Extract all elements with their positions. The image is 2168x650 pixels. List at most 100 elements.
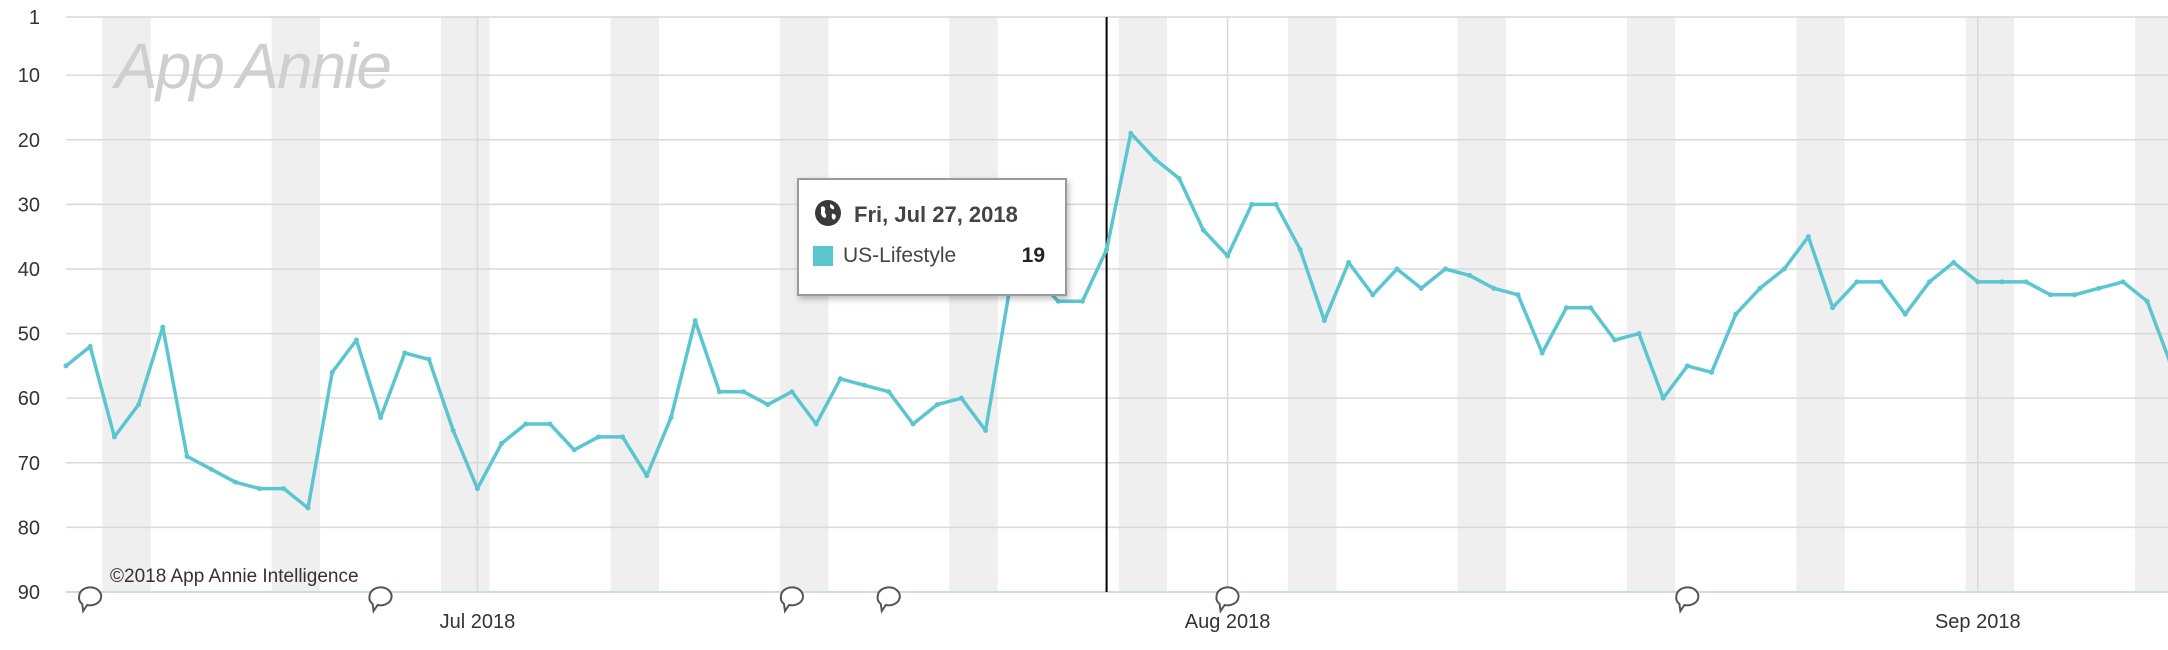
data-point[interactable] bbox=[1539, 350, 1545, 356]
data-point[interactable] bbox=[620, 434, 626, 440]
data-point[interactable] bbox=[1709, 369, 1715, 375]
data-point[interactable] bbox=[644, 473, 650, 479]
copyright-text: ©2018 App Annie Intelligence bbox=[110, 566, 359, 587]
data-point[interactable] bbox=[1975, 279, 1981, 285]
weekend-band bbox=[610, 17, 659, 592]
data-point[interactable] bbox=[2047, 292, 2053, 298]
series-us-lifestyle[interactable] bbox=[63, 130, 2168, 511]
data-point[interactable] bbox=[837, 376, 843, 382]
data-point[interactable] bbox=[886, 389, 892, 395]
data-point[interactable] bbox=[232, 479, 238, 485]
data-point[interactable] bbox=[1757, 285, 1763, 291]
data-point[interactable] bbox=[1805, 234, 1811, 240]
data-point[interactable] bbox=[1297, 247, 1303, 253]
speech-bubble-icon[interactable] bbox=[1675, 586, 1700, 614]
data-point[interactable] bbox=[378, 415, 384, 421]
data-point[interactable] bbox=[1902, 311, 1908, 317]
data-point[interactable] bbox=[1442, 266, 1448, 272]
data-point[interactable] bbox=[1926, 279, 1932, 285]
data-tooltip: Fri, Jul 27, 2018 US-Lifestyle 19 bbox=[797, 178, 1067, 296]
data-point[interactable] bbox=[402, 350, 408, 356]
data-point[interactable] bbox=[1612, 337, 1618, 343]
speech-bubble-icon[interactable] bbox=[876, 586, 901, 614]
data-point[interactable] bbox=[160, 324, 166, 330]
data-point[interactable] bbox=[474, 486, 480, 492]
speech-bubble-icon[interactable] bbox=[78, 586, 103, 614]
data-point[interactable] bbox=[1999, 279, 2005, 285]
data-point[interactable] bbox=[958, 395, 964, 401]
data-point[interactable] bbox=[1684, 363, 1690, 369]
data-point[interactable] bbox=[983, 427, 989, 433]
data-point[interactable] bbox=[547, 421, 553, 427]
data-point[interactable] bbox=[281, 486, 287, 492]
data-point[interactable] bbox=[2120, 279, 2126, 285]
data-point[interactable] bbox=[1176, 176, 1182, 182]
data-point[interactable] bbox=[862, 382, 868, 388]
data-point[interactable] bbox=[1394, 266, 1400, 272]
data-point[interactable] bbox=[1321, 318, 1327, 324]
data-point[interactable] bbox=[305, 505, 311, 511]
data-point[interactable] bbox=[257, 486, 263, 492]
data-point[interactable] bbox=[1418, 285, 1424, 291]
data-point[interactable] bbox=[450, 427, 456, 433]
data-point[interactable] bbox=[1491, 285, 1497, 291]
data-point[interactable] bbox=[2144, 298, 2150, 304]
data-point[interactable] bbox=[1781, 266, 1787, 272]
data-point[interactable] bbox=[741, 389, 747, 395]
data-point[interactable] bbox=[934, 402, 940, 408]
data-point[interactable] bbox=[523, 421, 529, 427]
data-point[interactable] bbox=[1636, 331, 1642, 337]
y-tick-label: 90 bbox=[18, 582, 40, 604]
data-point[interactable] bbox=[1128, 130, 1134, 136]
data-point[interactable] bbox=[184, 453, 190, 459]
data-point[interactable] bbox=[692, 318, 698, 324]
data-point[interactable] bbox=[1079, 298, 1085, 304]
data-point[interactable] bbox=[353, 337, 359, 343]
data-point[interactable] bbox=[1878, 279, 1884, 285]
data-point[interactable] bbox=[1370, 292, 1376, 298]
data-point[interactable] bbox=[2023, 279, 2029, 285]
data-point[interactable] bbox=[1249, 201, 1255, 207]
app-annie-watermark: App Annie bbox=[111, 30, 390, 102]
data-point[interactable] bbox=[1273, 201, 1279, 207]
data-point[interactable] bbox=[208, 466, 214, 472]
series-line[interactable] bbox=[64, 131, 2168, 510]
data-point[interactable] bbox=[910, 421, 916, 427]
data-point[interactable] bbox=[329, 369, 335, 375]
data-point[interactable] bbox=[2096, 285, 2102, 291]
data-point[interactable] bbox=[1660, 395, 1666, 401]
data-point[interactable] bbox=[87, 343, 93, 349]
data-point[interactable] bbox=[1588, 305, 1594, 311]
data-point[interactable] bbox=[1104, 247, 1110, 253]
speech-bubble-icon[interactable] bbox=[1215, 586, 1240, 614]
data-point[interactable] bbox=[1563, 305, 1569, 311]
data-point[interactable] bbox=[1225, 253, 1231, 259]
data-point[interactable] bbox=[1951, 260, 1957, 266]
y-tick-label: 30 bbox=[18, 194, 40, 216]
data-point[interactable] bbox=[1467, 272, 1473, 278]
data-point[interactable] bbox=[426, 356, 432, 362]
data-point[interactable] bbox=[1854, 279, 1860, 285]
data-point[interactable] bbox=[668, 415, 674, 421]
data-point[interactable] bbox=[789, 389, 795, 395]
data-point[interactable] bbox=[63, 363, 69, 369]
data-point[interactable] bbox=[1515, 292, 1521, 298]
data-point[interactable] bbox=[595, 434, 601, 440]
speech-bubble-icon[interactable] bbox=[779, 586, 804, 614]
annotation-markers[interactable] bbox=[78, 586, 1700, 614]
data-point[interactable] bbox=[1200, 227, 1206, 233]
speech-bubble-icon[interactable] bbox=[368, 586, 393, 614]
data-point[interactable] bbox=[136, 402, 142, 408]
data-point[interactable] bbox=[813, 421, 819, 427]
data-point[interactable] bbox=[111, 434, 117, 440]
data-point[interactable] bbox=[1830, 305, 1836, 311]
data-point[interactable] bbox=[1346, 260, 1352, 266]
data-point[interactable] bbox=[716, 389, 722, 395]
data-point[interactable] bbox=[765, 402, 771, 408]
data-point[interactable] bbox=[2072, 292, 2078, 298]
data-point[interactable] bbox=[571, 447, 577, 453]
data-point[interactable] bbox=[1055, 298, 1061, 304]
data-point[interactable] bbox=[499, 440, 505, 446]
data-point[interactable] bbox=[1152, 156, 1158, 162]
data-point[interactable] bbox=[1733, 311, 1739, 317]
